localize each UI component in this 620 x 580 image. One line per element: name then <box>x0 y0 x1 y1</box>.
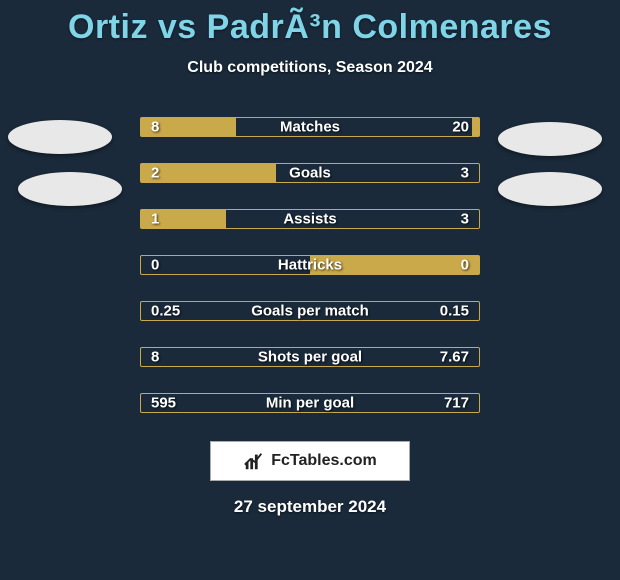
stat-value-right: 7.67 <box>440 349 469 366</box>
stat-label: Hattricks <box>278 257 342 274</box>
stat-value-left: 1 <box>151 211 159 228</box>
stat-row: 595 717 Min per goal <box>140 393 480 413</box>
date-label: 27 september 2024 <box>0 497 620 517</box>
stat-row: 0 0 Hattricks <box>140 255 480 275</box>
stat-bar-right <box>472 118 479 136</box>
stat-label: Min per goal <box>266 395 354 412</box>
stat-row: 0.25 0.15 Goals per match <box>140 301 480 321</box>
stat-value-right: 717 <box>444 395 469 412</box>
stat-value-left: 8 <box>151 349 159 366</box>
stat-label: Matches <box>280 119 340 136</box>
stat-label: Goals per match <box>251 303 369 320</box>
stat-value-left: 595 <box>151 395 176 412</box>
chart-icon <box>243 450 265 472</box>
stat-label: Goals <box>289 165 331 182</box>
page-title: Ortiz vs PadrÃ³n Colmenares <box>0 0 620 47</box>
stat-value-left: 0.25 <box>151 303 180 320</box>
stat-value-right: 20 <box>452 119 469 136</box>
stat-value-right: 0 <box>461 257 469 274</box>
stat-bar-left <box>141 164 276 182</box>
stat-row: 1 3 Assists <box>140 209 480 229</box>
stat-row: 8 7.67 Shots per goal <box>140 347 480 367</box>
player-avatar-placeholder <box>18 172 122 206</box>
stat-row: 8 20 Matches <box>140 117 480 137</box>
stat-row: 2 3 Goals <box>140 163 480 183</box>
stat-label: Assists <box>283 211 336 228</box>
fctables-logo: FcTables.com <box>210 441 410 481</box>
player-avatar-placeholder <box>498 172 602 206</box>
stat-value-left: 0 <box>151 257 159 274</box>
page-subtitle: Club competitions, Season 2024 <box>0 59 620 77</box>
stat-value-left: 8 <box>151 119 159 136</box>
stat-value-right: 3 <box>461 211 469 228</box>
stat-label: Shots per goal <box>258 349 362 366</box>
stats-container: 8 20 Matches 2 3 Goals 1 3 Assists 0 0 Hattricks 0.2… <box>140 117 480 413</box>
player-avatar-placeholder <box>498 122 602 156</box>
stat-value-left: 2 <box>151 165 159 182</box>
stat-value-right: 0.15 <box>440 303 469 320</box>
player-avatar-placeholder <box>8 120 112 154</box>
stat-value-right: 3 <box>461 165 469 182</box>
logo-text: FcTables.com <box>271 452 377 470</box>
